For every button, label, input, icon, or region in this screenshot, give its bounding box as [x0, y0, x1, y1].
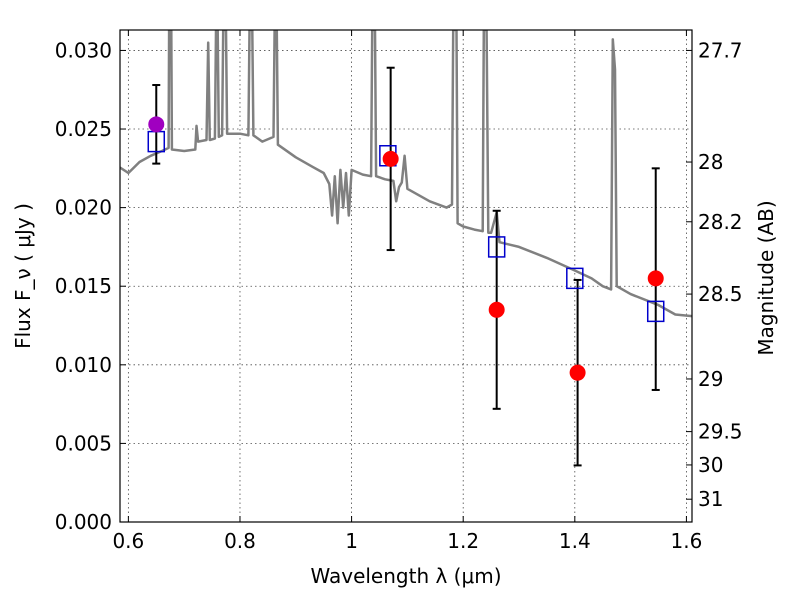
y-tick-label: 0.030 [55, 38, 112, 62]
y-tick-label: 0.020 [55, 196, 112, 220]
grid [120, 30, 692, 523]
x-tick-label: 1 [345, 529, 358, 553]
ticks: 0.6 0.8 1 1.2 1.4 1.6 0.000 0.005 0.010 0.015 0.02… [55, 30, 743, 553]
y-tick-label: 0.000 [55, 510, 112, 534]
y-tick-label: 0.005 [55, 431, 112, 455]
observed-flux-point [382, 150, 399, 167]
y-axis-title: Flux F_ν ( μJy ) [11, 203, 35, 349]
y-axis-right-title: Magnitude (AB) [754, 200, 778, 355]
x-axis-title: Wavelength λ (μm) [310, 564, 501, 588]
mag-tick-label: 29.5 [698, 420, 743, 444]
mag-tick-label: 27.7 [698, 38, 743, 62]
mag-tick-label: 31 [698, 487, 723, 511]
x-tick-label: 0.8 [224, 529, 256, 553]
observed-flux-point [488, 301, 505, 318]
mag-tick-label: 30 [698, 453, 723, 477]
mag-tick-label: 28.2 [698, 210, 743, 234]
model-photometry-box [646, 300, 665, 323]
y-tick-label: 0.025 [55, 117, 112, 141]
x-tick-label: 1.6 [671, 529, 703, 553]
plot-frame [119, 29, 693, 523]
x-tick-label: 1.2 [447, 529, 479, 553]
model-photometry-box [566, 267, 584, 290]
y-tick-label: 0.015 [55, 274, 112, 298]
mag-tick-label: 28 [698, 150, 723, 174]
observed-flux-point [569, 364, 586, 381]
y-tick-label: 0.010 [55, 353, 112, 377]
x-tick-label: 1.4 [559, 529, 591, 553]
observed-flux-point [647, 270, 664, 287]
x-tick-label: 0.6 [112, 529, 144, 553]
plot-area [120, 30, 692, 467]
observed-flux-point [148, 116, 165, 133]
mag-tick-label: 28.5 [698, 282, 743, 306]
model-sed-line [120, 30, 692, 318]
model-photometry-box [487, 236, 506, 258]
mag-tick-label: 29 [698, 367, 723, 391]
